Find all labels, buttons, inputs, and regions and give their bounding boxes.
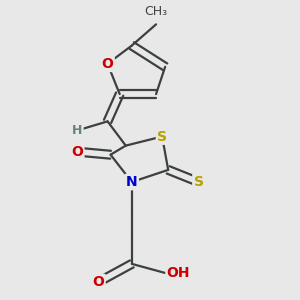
Text: S: S [157, 130, 167, 143]
Text: O: O [102, 57, 113, 71]
Text: CH₃: CH₃ [145, 5, 168, 18]
Text: O: O [92, 275, 104, 289]
Text: OH: OH [167, 266, 190, 280]
Text: H: H [72, 124, 83, 137]
Text: S: S [194, 175, 203, 189]
Text: N: N [126, 175, 138, 189]
Text: O: O [71, 145, 83, 159]
